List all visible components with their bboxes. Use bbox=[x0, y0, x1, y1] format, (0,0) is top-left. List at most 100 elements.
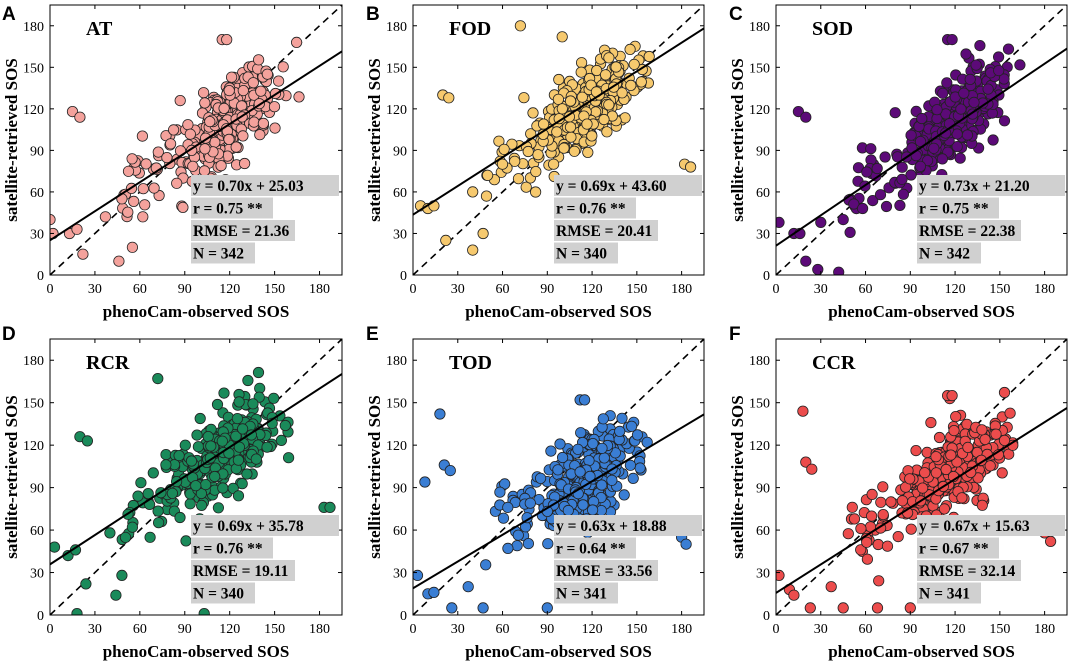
data-point bbox=[552, 93, 565, 105]
data-point bbox=[174, 511, 186, 524]
x-tick-label: 60 bbox=[496, 622, 510, 637]
data-point bbox=[992, 51, 1005, 63]
data-point bbox=[137, 211, 149, 223]
data-point bbox=[527, 107, 539, 119]
data-point bbox=[904, 473, 916, 485]
data-point bbox=[290, 36, 303, 49]
data-point bbox=[955, 103, 967, 115]
y-axis-title: satellite-retrieved SOS bbox=[2, 395, 21, 559]
stat-line: y = 0.73x + 21.20 bbox=[919, 178, 1030, 195]
data-point bbox=[279, 419, 291, 432]
data-point bbox=[233, 396, 245, 408]
x-tick-label: 90 bbox=[178, 622, 192, 637]
data-point bbox=[848, 198, 860, 210]
y-tick-label: 30 bbox=[393, 567, 407, 582]
stat-background bbox=[191, 537, 273, 559]
data-point bbox=[180, 535, 192, 547]
data-point bbox=[684, 161, 697, 173]
data-point bbox=[812, 263, 824, 275]
y-axis-title: satellite-retrieved SOS bbox=[365, 395, 384, 559]
data-point bbox=[177, 201, 189, 213]
stat-background bbox=[554, 582, 618, 604]
data-point bbox=[126, 521, 138, 533]
data-point bbox=[211, 398, 224, 411]
y-tick-label: 60 bbox=[30, 186, 44, 201]
panel-label: E bbox=[366, 324, 379, 345]
data-point bbox=[556, 103, 568, 115]
data-point bbox=[825, 581, 837, 593]
data-point bbox=[268, 392, 280, 404]
data-point bbox=[223, 133, 235, 145]
data-point bbox=[961, 129, 974, 141]
data-point bbox=[202, 430, 214, 443]
y-tick-label: 120 bbox=[23, 103, 44, 118]
y-tick-label: 0 bbox=[763, 269, 770, 284]
x-tick-label: 30 bbox=[88, 282, 102, 297]
data-point bbox=[512, 173, 525, 185]
y-tick-label: 150 bbox=[23, 61, 44, 76]
data-point bbox=[970, 59, 982, 71]
y-axis-title: satellite-retrieved SOS bbox=[365, 58, 384, 222]
data-point bbox=[982, 83, 994, 95]
y-tick-label: 180 bbox=[386, 20, 407, 35]
data-point bbox=[954, 152, 966, 164]
data-point bbox=[582, 146, 594, 158]
data-point bbox=[964, 73, 976, 86]
stat-line: N = 340 bbox=[193, 586, 244, 603]
one-to-one-line bbox=[776, 339, 1067, 615]
stat-background bbox=[191, 197, 273, 219]
data-point bbox=[581, 118, 593, 130]
data-point bbox=[428, 586, 440, 599]
x-tick-label: 90 bbox=[540, 282, 554, 297]
data-point bbox=[223, 85, 235, 97]
data-point bbox=[587, 437, 599, 450]
data-point bbox=[498, 143, 510, 155]
data-point bbox=[268, 101, 281, 113]
data-point bbox=[861, 166, 873, 178]
data-point bbox=[443, 92, 455, 104]
data-point bbox=[218, 387, 230, 399]
stat-background bbox=[917, 582, 981, 604]
x-tick-label: 0 bbox=[410, 282, 417, 297]
stat-background bbox=[554, 560, 658, 581]
data-point bbox=[856, 202, 869, 215]
data-point bbox=[215, 160, 227, 172]
data-point bbox=[896, 495, 909, 507]
data-point bbox=[788, 589, 800, 601]
data-point bbox=[269, 122, 281, 134]
data-point bbox=[625, 79, 637, 92]
data-point bbox=[99, 211, 112, 223]
data-point bbox=[187, 160, 199, 172]
data-point bbox=[231, 412, 243, 425]
data-point bbox=[866, 488, 878, 500]
panel-a: A 0 30 60 90 120 150 180 0 30 60 90 120 150 180 AT pheno… bbox=[2, 4, 343, 321]
data-point bbox=[514, 20, 527, 32]
data-point bbox=[110, 589, 122, 601]
data-point bbox=[173, 449, 185, 462]
data-point bbox=[324, 501, 336, 513]
data-point bbox=[889, 107, 901, 119]
data-point bbox=[872, 538, 884, 551]
x-tick-label: 90 bbox=[540, 622, 554, 637]
x-tick-label: 0 bbox=[47, 282, 54, 297]
data-point bbox=[480, 190, 493, 202]
data-point bbox=[419, 476, 431, 488]
y-tick-label: 150 bbox=[749, 397, 770, 412]
data-point bbox=[1004, 407, 1016, 419]
data-point bbox=[191, 429, 203, 441]
y-tick-label: 60 bbox=[756, 524, 770, 539]
y-axis-title: satellite-retrieved SOS bbox=[728, 395, 747, 559]
x-tick-label: 180 bbox=[671, 282, 692, 297]
x-tick-label: 90 bbox=[178, 282, 192, 297]
data-point bbox=[171, 177, 183, 189]
data-point bbox=[477, 227, 489, 240]
data-point bbox=[232, 490, 245, 502]
data-point bbox=[905, 129, 917, 141]
data-point bbox=[897, 188, 910, 200]
regression-line bbox=[413, 27, 704, 216]
x-tick-label: 150 bbox=[264, 282, 285, 297]
regression-line bbox=[50, 50, 342, 242]
data-point bbox=[624, 43, 636, 56]
data-point bbox=[804, 602, 816, 614]
y-tick-label: 180 bbox=[23, 20, 44, 35]
